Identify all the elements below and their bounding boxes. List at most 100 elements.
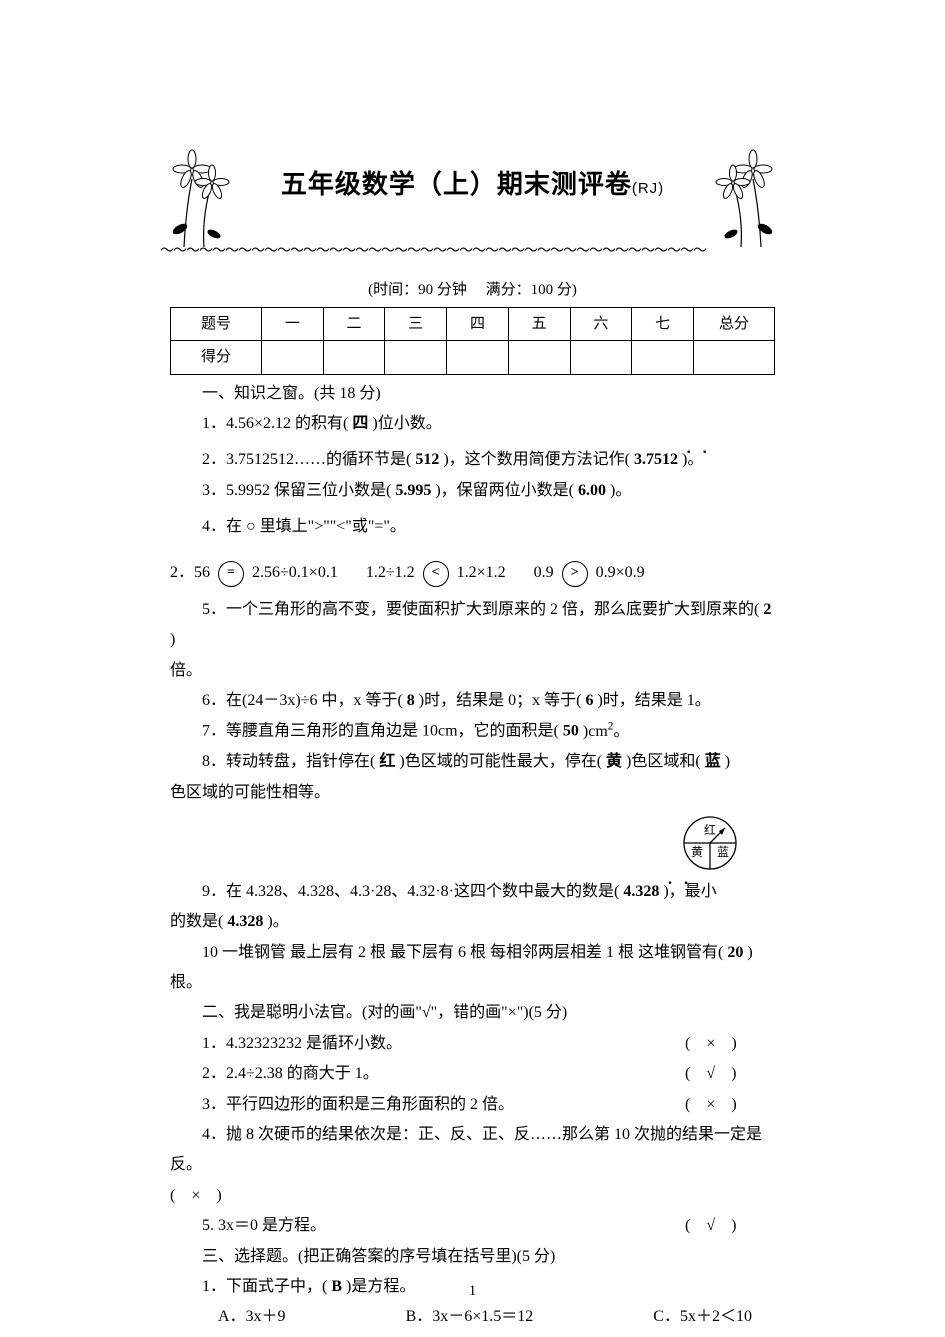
score-cell bbox=[632, 341, 694, 375]
spinner-red-label: 红 bbox=[704, 822, 716, 837]
time-value: 90 分钟 bbox=[418, 282, 467, 298]
score-cell bbox=[323, 341, 385, 375]
q5-a: 5．一个三角形的高不变，要使面积扩大到原来的 2 倍，那么底要扩大到原来的( bbox=[202, 601, 759, 618]
tf-stmt: 1．4.32323232 是循环小数。 bbox=[170, 1029, 685, 1059]
section-3-title: 三、选择题。(把正确答案的序号填在括号里)(5 分) bbox=[170, 1242, 775, 1272]
score-table: 题号 一 二 三 四 五 六 七 总分 得分 bbox=[170, 307, 775, 375]
q10-b: ) bbox=[747, 944, 752, 961]
q4-exp2: 1.2÷1.2 < 1.2×1.2 bbox=[366, 558, 506, 588]
tf-mark: ( × ) bbox=[685, 1090, 775, 1120]
score-cell bbox=[447, 341, 509, 375]
tf-stmt: 5. 3x＝0 是方程。 bbox=[170, 1211, 685, 1241]
q2-ans1: 512 bbox=[415, 451, 439, 468]
q4-exp1: 2．56 = 2.56÷0.1×0.1 bbox=[170, 558, 338, 588]
q3-c: )。 bbox=[610, 482, 631, 499]
q6-ans2: 6 bbox=[585, 692, 593, 709]
q4-expressions: 2．56 = 2.56÷0.1×0.1 1.2÷1.2 < 1.2×1.2 0.… bbox=[170, 558, 775, 588]
tf-5: 5. 3x＝0 是方程。 ( √ ) bbox=[170, 1211, 775, 1241]
compare-circle: = bbox=[218, 561, 244, 587]
q10-tail: 根。 bbox=[170, 968, 775, 998]
q9-a: 9．在 4.328、4.328、4.3·28、4.32·8·这四个数中最大的数是… bbox=[202, 883, 619, 900]
compare-circle: < bbox=[423, 561, 449, 587]
q2-b: )，这个数用简便方法记作( bbox=[443, 451, 630, 468]
table-row: 题号 一 二 三 四 五 六 七 总分 bbox=[171, 307, 775, 341]
exam-meta: (时间：90 分钟 满分：100 分) bbox=[170, 276, 775, 305]
q3: 3．5.9952 保留三位小数是( 5.995 )，保留两位小数是( 6.00 … bbox=[170, 476, 775, 506]
q2-ans2: 3.7512 bbox=[634, 451, 678, 468]
q4-e1-r: 2.56÷0.1×0.1 bbox=[252, 564, 338, 581]
exam-body: 一、知识之窗。(共 18 分) 1．4.56×2.12 的积有( 四 )位小数。… bbox=[170, 379, 775, 1333]
page-number: 1 bbox=[0, 1277, 945, 1306]
col-5: 五 bbox=[508, 307, 570, 341]
q4-exp3: 0.9 > 0.9×0.9 bbox=[534, 558, 645, 588]
row-label: 得分 bbox=[171, 341, 262, 375]
tf-4-mark: ( × ) bbox=[170, 1181, 775, 1211]
q1-a: 1．4.56×2.12 的积有( bbox=[202, 415, 348, 432]
q3-ans1: 5.995 bbox=[395, 482, 431, 499]
title-suffix: (RJ) bbox=[632, 180, 664, 197]
table-row: 得分 bbox=[171, 341, 775, 375]
col-1: 一 bbox=[262, 307, 324, 341]
q9: 9．在 4.328、4.328、4.3·28、4.32·8·这四个数中最大的数是… bbox=[170, 877, 775, 907]
exam-page: 五年级数学（上）期末测评卷(RJ) ～～～～～～～～～～～～～～～～～～～～～～… bbox=[0, 0, 945, 1337]
full-value: 100 分) bbox=[531, 282, 577, 298]
q8-ans2: 黄 bbox=[606, 753, 622, 770]
q4-e3-l: 0.9 bbox=[534, 564, 554, 581]
score-cell bbox=[694, 341, 775, 375]
q4-e2-r: 1.2×1.2 bbox=[457, 564, 506, 581]
q8-c: )色区域和( bbox=[626, 753, 701, 770]
col-4: 四 bbox=[447, 307, 509, 341]
q6: 6．在(24－3x)÷6 中，x 等于( 8 )时，结果是 0；x 等于( 6 … bbox=[170, 686, 775, 716]
q4-stem: 4．在 ○ 里填上">""<"或"="。 bbox=[170, 512, 775, 542]
section-2-title: 二、我是聪明小法官。(对的画"√"，错的画"×")(5 分) bbox=[170, 998, 775, 1028]
col-3: 三 bbox=[385, 307, 447, 341]
spacer bbox=[170, 542, 775, 552]
q1-b: )位小数。 bbox=[372, 415, 441, 432]
compare-circle: > bbox=[562, 561, 588, 587]
q5-b: ) bbox=[170, 631, 175, 648]
q3-a: 3．5.9952 保留三位小数是( bbox=[202, 482, 391, 499]
page-title: 五年级数学（上）期末测评卷(RJ) bbox=[170, 160, 775, 209]
q10-ans: 20 bbox=[727, 944, 743, 961]
col-total: 总分 bbox=[694, 307, 775, 341]
opt-b: B．3x－6×1.5＝12 bbox=[406, 1302, 534, 1332]
q6-a: 6．在(24－3x)÷6 中，x 等于( bbox=[202, 692, 403, 709]
q5-tail: 倍。 bbox=[170, 656, 775, 686]
q8-d-prefix: ) bbox=[725, 753, 730, 770]
q7-b: )cm2。 bbox=[583, 723, 629, 740]
spinner-yellow-label: 黄 bbox=[691, 845, 703, 859]
title-banner: 五年级数学（上）期末测评卷(RJ) ～～～～～～～～～～～～～～～～～～～～～～… bbox=[170, 130, 775, 270]
section-1-title: 一、知识之窗。(共 18 分) bbox=[170, 379, 775, 409]
q5-ans: 2 bbox=[763, 601, 771, 618]
q10: 10 一堆钢管 最上层有 2 根 最下层有 6 根 每相邻两层相差 1 根 这堆… bbox=[170, 938, 775, 968]
q9-ans1: 4.328 bbox=[623, 883, 659, 900]
q4-e2-l: 1.2÷1.2 bbox=[366, 564, 415, 581]
q9-tail-b: )。 bbox=[267, 913, 288, 930]
spinner-diagram: 红 黄 蓝 bbox=[170, 808, 775, 877]
q3-ans2: 6.00 bbox=[578, 482, 606, 499]
score-cell bbox=[508, 341, 570, 375]
row-label: 题号 bbox=[171, 307, 262, 341]
q8-b: )色区域的可能性最大，停在( bbox=[399, 753, 602, 770]
q9-ans2: 4.328 bbox=[227, 913, 263, 930]
tf-mark: ( √ ) bbox=[685, 1211, 775, 1241]
q9-tail: 的数是( 4.328 )。 bbox=[170, 907, 775, 937]
col-6: 六 bbox=[570, 307, 632, 341]
tf-2: 2．2.4÷2.38 的商大于 1。 ( √ ) bbox=[170, 1059, 775, 1089]
q1: 1．4.56×2.12 的积有( 四 )位小数。 bbox=[170, 409, 775, 439]
time-label: (时间： bbox=[368, 282, 418, 298]
tf-stmt: 3．平行四边形的面积是三角形面积的 2 倍。 bbox=[170, 1090, 685, 1120]
q2-a: 2．3.7512512……的循环节是( bbox=[202, 451, 411, 468]
opt-c: C．5x＋2＜10 bbox=[653, 1302, 752, 1332]
score-cell bbox=[570, 341, 632, 375]
col-2: 二 bbox=[323, 307, 385, 341]
q5: 5．一个三角形的高不变，要使面积扩大到原来的 2 倍，那么底要扩大到原来的( 2… bbox=[170, 595, 775, 656]
col-7: 七 bbox=[632, 307, 694, 341]
q3-b: )，保留两位小数是( bbox=[435, 482, 574, 499]
choice-1-options: A．3x＋9 B．3x－6×1.5＝12 C．5x＋2＜10 bbox=[170, 1302, 775, 1332]
tf-mark: ( √ ) bbox=[685, 1059, 775, 1089]
score-cell bbox=[262, 341, 324, 375]
q2: 2．3.7512512……的循环节是( 512 )，这个数用简便方法记作( 3.… bbox=[170, 445, 775, 475]
q8-ans1: 红 bbox=[379, 753, 395, 770]
wave-divider: ～～～～～～～～～～～～～～～～～～～～～～～～～～～～～～～～～～～～～～～～… bbox=[160, 239, 785, 266]
